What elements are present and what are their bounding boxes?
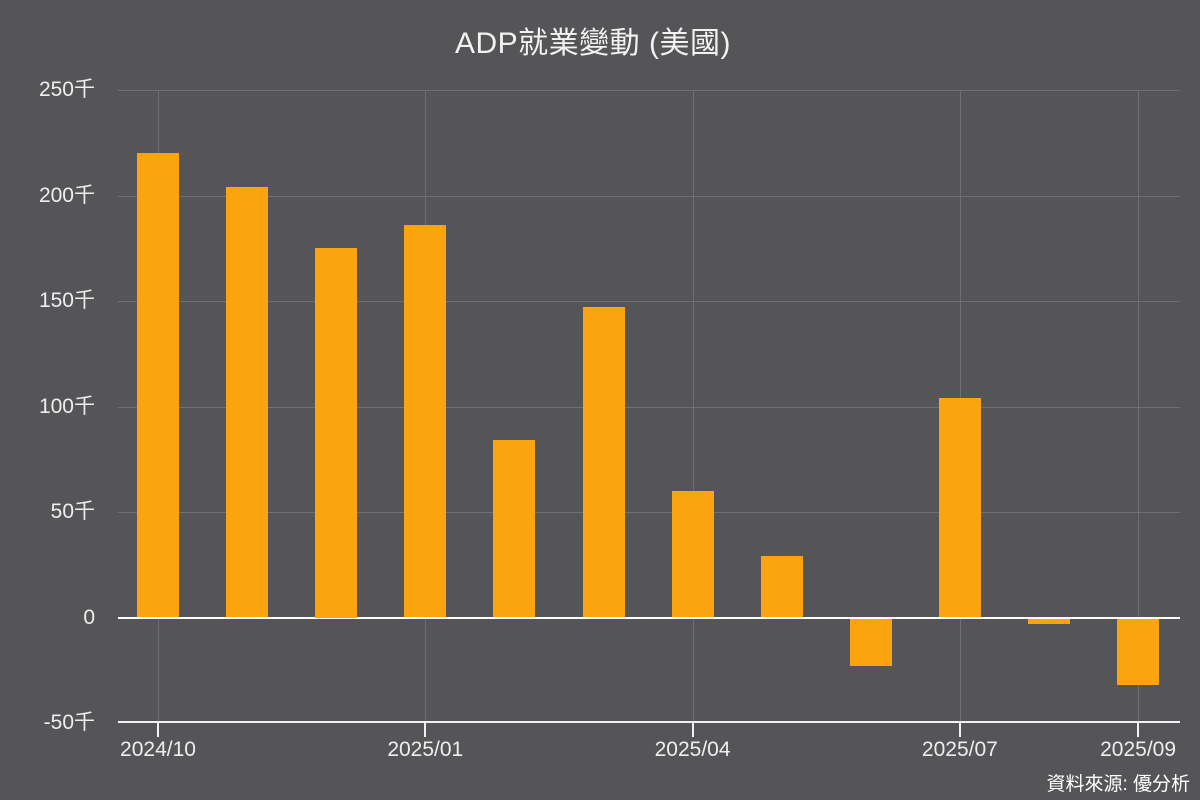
bar-2024/11 [226,187,269,618]
vertical-gridline [1138,90,1140,723]
horizontal-gridline [118,195,1180,197]
horizontal-gridline [118,90,1180,91]
bar-2025/07 [938,398,981,618]
x-tick-mark [424,723,427,737]
x-tick-mark [691,723,694,737]
y-tick-label: 250千 [38,78,95,101]
bar-2025/09 [1117,617,1160,686]
zero-line [118,616,1180,619]
y-tick-label: 50千 [50,500,95,523]
x-tick-label: 2025/09 [1100,738,1177,761]
x-tick-label: 2024/10 [120,738,196,761]
bar-2025/08 [1028,617,1070,624]
bar-2024/10 [137,153,179,618]
vertical-gridline [692,90,694,723]
chart-title: ADP就業變動 (美國) [455,27,731,60]
source-credit: 資料來源: 優分析 [1046,774,1190,795]
horizontal-gridline [118,512,1180,513]
x-tick-label: 2025/01 [387,738,464,761]
x-tick-label: 2025/04 [654,738,731,761]
y-tick-label: 150千 [38,289,95,312]
bar-2025/02 [493,440,536,618]
y-tick-label: 0 [83,605,95,629]
bar-2025/03 [582,307,625,618]
plot-area [118,90,1180,723]
bar-2025/01 [404,225,447,618]
bar-2025/05 [760,556,803,618]
horizontal-gridline [118,301,1180,302]
bar-2025/06 [849,617,892,667]
x-tick-mark [1137,723,1140,737]
y-tick-label: 100千 [38,394,95,418]
y-tick-label: 200千 [38,183,95,207]
horizontal-gridline [118,406,1180,408]
bar-2025/04 [671,490,714,618]
x-tick-label: 2025/07 [921,738,998,761]
x-tick-mark [958,723,961,737]
x-tick-mark [157,723,159,737]
x-axis-line [118,721,1180,723]
y-tick-label: -50千 [43,711,95,734]
bar-2024/12 [315,248,358,618]
